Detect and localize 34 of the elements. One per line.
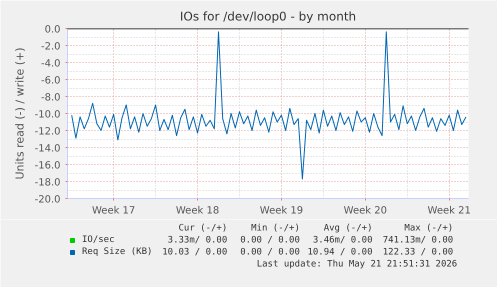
y-tick-label: -16.0	[34, 160, 60, 172]
text: 741.13m/ 0.00	[382, 236, 454, 246]
x-tick-label: Week 17	[92, 206, 136, 216]
text: 0.00 / 0.00	[240, 236, 300, 246]
y-tick-label: -12.0	[34, 126, 60, 138]
text: Avg (-/+)	[324, 224, 372, 234]
chart-title: IOs for /dev/loop0 - by month	[180, 10, 356, 24]
y-tick-label: -20.0	[34, 194, 60, 206]
y-tick-label: -10.0	[34, 110, 60, 120]
y-tick-label: -18.0	[34, 178, 60, 188]
text: 10.94 / 0.00	[307, 248, 372, 258]
x-tick-label: Week 19	[260, 206, 304, 216]
y-tick-label: -8.0	[40, 92, 61, 104]
x-tick-label: Week 21	[428, 206, 471, 216]
y-axis-title: Units read (-) / write (+)	[14, 47, 27, 180]
text: 3.33m/ 0.00	[168, 236, 228, 246]
text: Last update: Thu May 21 21:51:31 2026	[256, 260, 458, 270]
text: 0.00 / 0.00	[240, 248, 300, 258]
text: 10.03 / 0.00	[162, 248, 228, 258]
x-tick-label: Week 18	[176, 206, 220, 216]
text: 122.33 / 0.00	[382, 248, 454, 258]
y-tick-label: -4.0	[40, 58, 61, 70]
y-tick-label: -6.0	[40, 76, 61, 86]
line-series	[71, 31, 466, 180]
x-tick-label: Week 20	[344, 206, 387, 216]
legend-label: IO/sec	[82, 234, 115, 246]
text: Min (-/+)	[251, 224, 300, 234]
y-tick-label: -14.0	[34, 144, 60, 154]
text: 3.46m/ 0.00	[312, 236, 372, 246]
text: Max (-/+)	[404, 224, 454, 234]
y-tick-label: 0.0	[44, 24, 61, 36]
y-tick-label: -2.0	[40, 42, 61, 52]
text: Cur (-/+)	[178, 224, 228, 234]
legend-label: Req Size (KB)	[82, 246, 152, 258]
